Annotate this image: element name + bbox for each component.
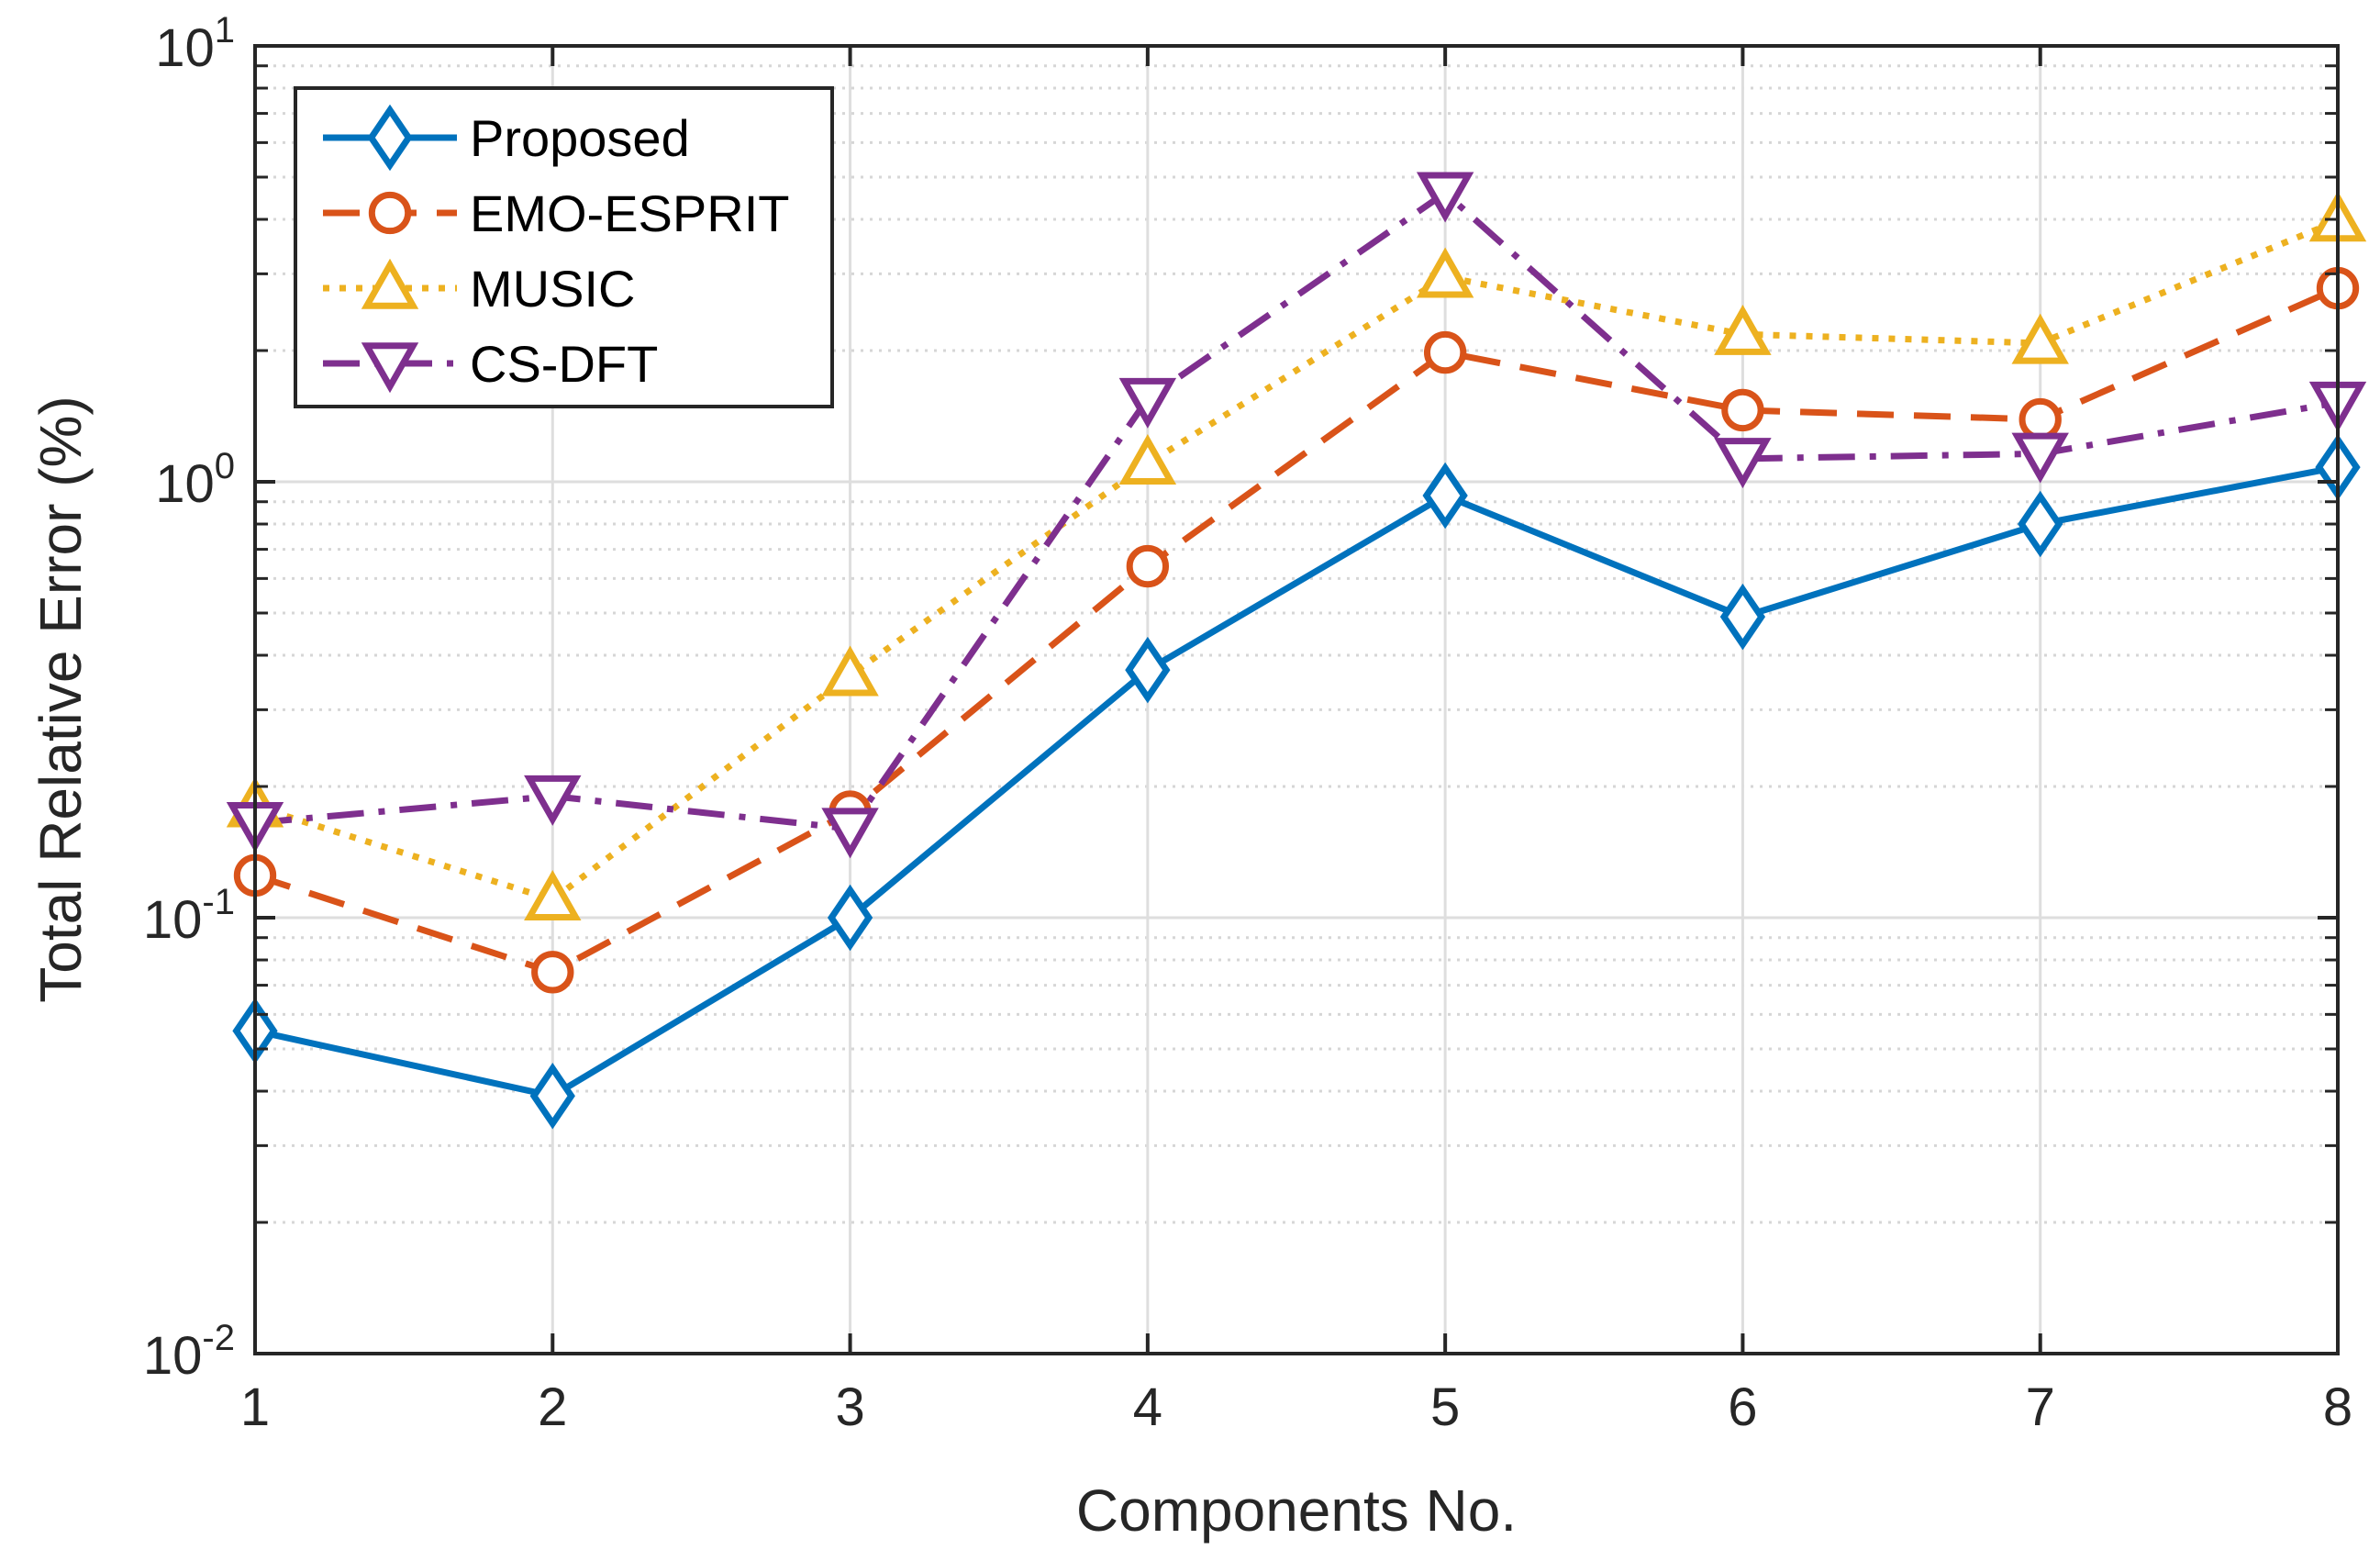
point-proposed-3 [827,884,873,952]
x-tick-label: 7 [2026,1377,2055,1437]
point-music-4 [1118,434,1177,485]
legend-marker-cs-dft [361,342,419,394]
point-emo-esprit-4 [1126,544,1170,588]
legend-marker-proposed [367,104,413,172]
point-cs-dft-2 [524,775,582,826]
point-music-7 [2011,313,2069,364]
point-music-6 [1714,304,1772,355]
series-lines [253,189,2340,1099]
series-markers [226,172,2367,1130]
legend-marker-emo-esprit [368,191,412,235]
x-axis-label: Components No. [1076,1477,1517,1544]
series-line-emo-esprit [253,284,2340,976]
point-proposed-5 [1422,462,1468,530]
legend-label-emo-esprit: EMO-ESPRIT [470,184,789,242]
point-emo-esprit-2 [531,951,574,994]
series-line-cs-dft [254,189,2339,832]
y-axis-label: Total Relative Error (%) [28,396,94,1003]
legend: Proposed EMO-ESPRIT MUSIC CS-DFT [294,86,834,408]
y-tick-label: 10-2 [143,1318,235,1386]
x-tick-label: 2 [538,1377,567,1437]
point-music-5 [1416,247,1474,298]
point-proposed-7 [2018,490,2063,558]
series-line-proposed [254,463,2339,1099]
y-tick-label: 10-1 [143,882,235,950]
point-proposed-6 [1719,583,1766,651]
series-line-music [253,217,2340,903]
point-emo-esprit-5 [1423,330,1467,374]
axes-box [253,44,2340,1355]
point-cs-dft-6 [1714,438,1772,489]
legend-label-cs-dft: CS-DFT [470,335,658,393]
point-music-2 [524,870,582,921]
point-emo-esprit-7 [2019,397,2062,441]
point-cs-dft-3 [821,808,879,859]
point-cs-dft-5 [1416,172,1474,223]
point-emo-esprit-6 [1721,388,1764,432]
y-tick-label: 101 [155,10,235,78]
axes [253,44,2340,1355]
legend-marker-music [361,258,419,309]
point-proposed-4 [1125,636,1171,704]
x-tick-label: 4 [1133,1377,1162,1437]
x-tick-label: 1 [240,1377,270,1437]
tick-labels: 1 2 3 4 5 6 7 8 10-2 10-1 100 101 [143,10,2352,1437]
point-proposed-2 [529,1063,575,1130]
legend-label-proposed: Proposed [470,109,690,167]
minor-grid [255,64,2338,1224]
point-music-3 [821,645,879,697]
x-tick-label: 6 [1728,1377,1757,1437]
x-tick-label: 8 [2323,1377,2352,1437]
x-tick-label: 3 [835,1377,864,1437]
point-cs-dft-4 [1118,377,1177,429]
x-tick-label: 5 [1430,1377,1460,1437]
point-cs-dft-7 [2011,432,2069,484]
legend-label-music: MUSIC [470,260,635,318]
y-tick-label: 100 [155,446,235,514]
